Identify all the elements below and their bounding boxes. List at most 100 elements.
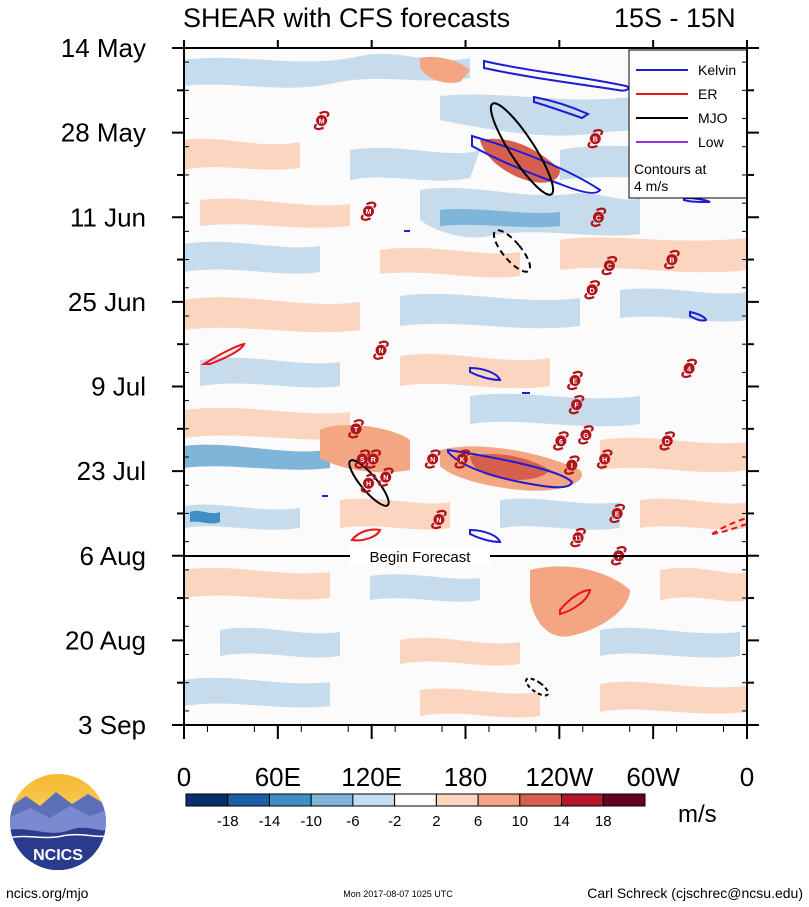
storm-eye [589,133,601,145]
storm-label: C [607,264,612,271]
er-contour [350,528,382,542]
storm-label: I [571,463,573,470]
storm-arm [431,522,442,530]
x-tick-label: 60W [626,762,680,792]
storm-marker: 11 [570,528,586,548]
colorbar-swatch [477,793,521,807]
kelvin-contour [689,310,708,322]
storm-label: C [596,215,601,222]
storm-label: 6 [559,439,563,446]
storm-label: N [383,475,388,482]
storm-marker: T [348,419,364,439]
storm-marker: D [584,280,600,300]
colorbar-swatch [519,793,563,807]
storm-arm [353,419,364,426]
storm-arm [430,449,441,457]
storm-label: N [379,348,384,355]
storm-eye [611,507,623,519]
storm-marker: C [590,207,607,227]
storm-marker: 4 [681,358,697,378]
colorbar-label: -2 [388,813,401,830]
colorbar-swatch [602,793,646,807]
storm-arm [424,462,436,469]
storm-marker: R [365,449,382,469]
storm-arm [574,395,585,402]
storm-arm [614,503,626,511]
storm-eye [375,344,387,356]
storm-marker: M [360,201,377,221]
storm-arm [610,558,622,566]
y-axis: 14 May 28 May 11 Jun 25 Jun 9 Jul 23 Jul 6 Aug… [61,33,759,740]
x-tick-label: 120W [525,762,593,792]
storm-arm [378,340,389,348]
x-tick-label: 0 [177,762,191,792]
legend-label-kelvin: Kelvin [698,62,736,78]
storm-arm [313,123,325,131]
y-tick-label: 23 Jul [77,456,146,486]
storm-arm [569,455,580,463]
colorbar-swatch [227,793,270,807]
colorbar-swatch [435,793,479,807]
chart-region: 15S - 15N [614,3,736,33]
storm-arm [348,431,359,439]
storm-arm [319,110,330,118]
chart-title: SHEAR with CFS forecasts [183,3,510,33]
storm-label: B [593,137,598,144]
colorbar-label: -14 [259,813,281,830]
storm-arm [589,280,600,287]
colorbar-swatch [561,793,604,807]
kelvin-contour [471,134,602,194]
er-contour [200,342,246,365]
storm-eye [380,471,392,483]
storm-arm [664,431,676,438]
colorbar-label: -18 [217,813,239,830]
storm-label: D [665,439,670,446]
footer-url: ncics.org/mjo [6,885,89,901]
storm-marker: K [454,449,471,469]
storm-arm [659,443,670,451]
legend-entries: Kelvin ER MJO Low [636,62,736,150]
storm-arm [553,443,564,451]
storm-eye [316,115,328,127]
storm-label: D [590,288,595,295]
storm-arm [609,516,620,524]
colorbar-swatch [185,793,229,807]
storm-arm [383,467,394,475]
storm-arm [366,201,377,209]
kelvin-contour [683,196,711,203]
storm-arm [572,370,583,378]
storm-arm [601,268,612,276]
storm-arm [370,449,382,457]
storm-eye [661,435,673,447]
storm-eye [683,362,695,374]
storm-label: R [371,457,376,464]
storm-label: H [602,457,607,464]
footer-author: Carl Schreck (cjschrec@ncsu.edu) [587,885,803,901]
storm-label: 7 [617,554,621,561]
storm-markers: M B M C B C D N 4 E F T G D 6 S R N K H I N H E N 11 7 [313,110,697,566]
storm-arm [454,462,465,469]
kelvin-contour [533,95,591,120]
storm-arm [583,425,594,432]
y-tick-label: 28 May [61,118,146,148]
storm-marker: F [568,395,585,415]
colorbar: -18 -14 -10 -6 -2 2 6 10 14 18 [185,793,646,830]
storm-arm [558,431,569,438]
storm-eye [356,453,368,465]
mjo-contour-dashed [492,229,532,273]
forecast-label-background [350,546,490,566]
legend: Kelvin ER MJO Low Contours at 4 m/s [628,49,747,199]
storm-label: G [583,433,589,440]
storm-marker: S [354,449,371,469]
storm-arm [602,449,613,457]
forecast-start-label: Begin Forecast [370,549,472,566]
storm-label: B [669,258,674,265]
storm-eye [666,254,678,266]
storm-eye [456,453,468,465]
storm-label: E [573,378,578,385]
er-contour [711,517,747,535]
storm-marker: 6 [553,431,569,451]
storm-arm [436,509,447,517]
x-tick-label: 120E [341,762,402,792]
storm-eye [367,453,379,465]
